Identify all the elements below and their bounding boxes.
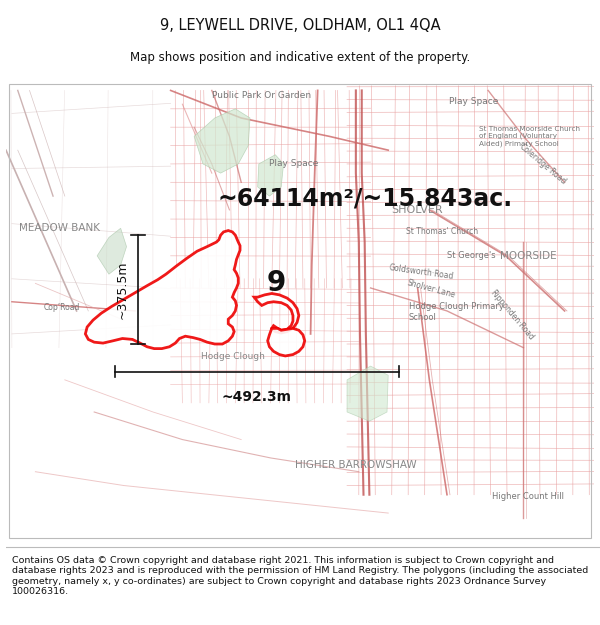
- Text: Public Park Or Garden: Public Park Or Garden: [212, 91, 311, 99]
- Text: Higher Count Hill: Higher Count Hill: [492, 492, 564, 501]
- Text: Coleridge·Road: Coleridge·Road: [518, 142, 568, 186]
- Polygon shape: [194, 109, 250, 173]
- Text: ~492.3m: ~492.3m: [222, 390, 292, 404]
- Text: St George's: St George's: [447, 251, 496, 260]
- Polygon shape: [85, 231, 240, 349]
- Text: Play Space: Play Space: [449, 98, 498, 106]
- Text: Play Space: Play Space: [269, 159, 319, 168]
- Text: HIGHER BARROWSHAW: HIGHER BARROWSHAW: [295, 460, 416, 470]
- Polygon shape: [254, 294, 299, 333]
- Polygon shape: [268, 328, 305, 356]
- Text: Cop’Road: Cop’Road: [44, 302, 80, 312]
- Text: Goldsworth·Road: Goldsworth·Road: [388, 263, 454, 281]
- Text: Hodge Clough Primary
School: Hodge Clough Primary School: [409, 302, 503, 321]
- Text: 9, LEYWELL DRIVE, OLDHAM, OL1 4QA: 9, LEYWELL DRIVE, OLDHAM, OL1 4QA: [160, 18, 440, 33]
- Text: ~375.5m: ~375.5m: [115, 261, 128, 319]
- Polygon shape: [347, 366, 388, 421]
- Text: ~64114m²/~15.843ac.: ~64114m²/~15.843ac.: [218, 186, 513, 211]
- Text: MEADOW BANK: MEADOW BANK: [19, 223, 100, 233]
- Text: Map shows position and indicative extent of the property.: Map shows position and indicative extent…: [130, 51, 470, 64]
- Polygon shape: [97, 228, 127, 274]
- Polygon shape: [257, 155, 284, 196]
- Text: St Thomas Moorside Church
of England (Voluntary
Aided) Primary School: St Thomas Moorside Church of England (Vo…: [479, 126, 580, 147]
- Text: 9: 9: [267, 269, 286, 298]
- Text: Ripponden·Road: Ripponden·Road: [488, 289, 535, 342]
- Text: Sholver·Lane: Sholver·Lane: [406, 278, 456, 299]
- Text: Contains OS data © Crown copyright and database right 2021. This information is : Contains OS data © Crown copyright and d…: [12, 556, 588, 596]
- Text: Hodge Clough: Hodge Clough: [202, 352, 265, 361]
- Text: St Thomas' Church: St Thomas' Church: [406, 228, 478, 236]
- Text: SHOLVER: SHOLVER: [391, 205, 443, 215]
- Text: MOORSIDE: MOORSIDE: [500, 251, 557, 261]
